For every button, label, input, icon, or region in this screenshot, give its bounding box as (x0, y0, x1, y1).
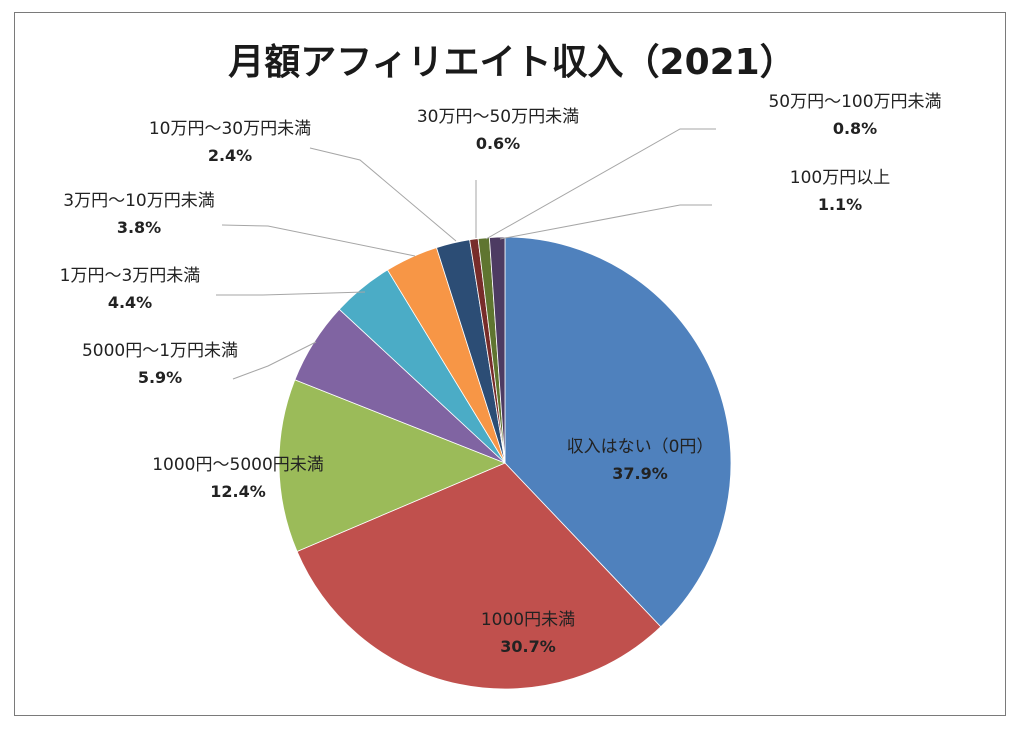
pie-slice-1 (504, 236, 732, 628)
slice-percent-5: 4.4% (108, 293, 152, 312)
leader-line-4 (232, 341, 317, 380)
slice-label-1: 収入はない（0円） (567, 437, 714, 457)
slice-label-7: 10万円～30万円未満 (149, 119, 311, 139)
leader-line-9 (485, 128, 716, 240)
slice-label-9: 50万円～100万円未満 (768, 92, 941, 112)
leader-line-6 (221, 224, 416, 257)
chart-title: 月額アフィリエイト収入（2021） (228, 42, 795, 83)
slice-label-3: 1000円～5000円未満 (152, 455, 324, 475)
leader-lines (216, 128, 716, 380)
leader-line-10 (499, 204, 712, 240)
slice-label-10: 100万円以上 (790, 168, 890, 188)
slice-percent-3: 12.4% (210, 482, 266, 501)
slice-label-8: 30万円～50万円未満 (417, 107, 579, 127)
slice-percent-10: 1.1% (818, 195, 862, 214)
leader-line-7 (309, 147, 457, 242)
slice-labels: 収入はない（0円） 37.9% 1000円未満 30.7% 1000円～5000円未満 1… (60, 92, 942, 656)
slice-percent-2: 30.7% (500, 637, 556, 656)
slice-label-4: 5000円～1万円未満 (82, 341, 238, 361)
slice-percent-7: 2.4% (208, 146, 252, 165)
slice-percent-8: 0.6% (476, 134, 520, 153)
slice-percent-9: 0.8% (833, 119, 877, 138)
slice-label-6: 3万円～10万円未満 (63, 191, 214, 211)
pie-slice-3 (278, 379, 507, 552)
slice-percent-6: 3.8% (117, 218, 161, 237)
pie-slice-2 (296, 462, 662, 690)
leader-line-5 (216, 291, 366, 296)
slice-label-5: 1万円～3万円未満 (60, 266, 201, 286)
slice-label-2: 1000円未満 (481, 610, 575, 630)
slice-percent-4: 5.9% (138, 368, 182, 387)
slice-percent-1: 37.9% (612, 464, 668, 483)
